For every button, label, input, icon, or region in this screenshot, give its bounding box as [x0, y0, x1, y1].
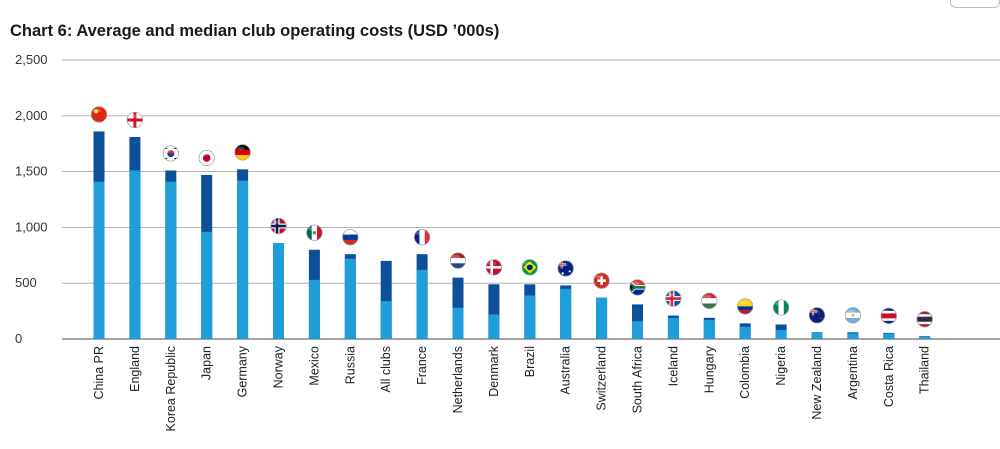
hungary-flag-icon — [701, 292, 718, 309]
x-tick-label: Russia — [343, 346, 357, 384]
x-tick-label: France — [415, 346, 429, 385]
y-tick-label: 2,000 — [15, 108, 48, 123]
bar-median — [452, 307, 464, 339]
bar-median — [129, 170, 141, 339]
x-tick-label: Korea Republic — [164, 346, 178, 431]
bar-median — [201, 231, 213, 339]
bar-median — [380, 301, 392, 339]
bar-median — [273, 243, 284, 339]
x-tick-label: New Zealand — [810, 346, 824, 420]
x-tick-label: England — [128, 346, 142, 392]
bar-median — [847, 333, 859, 339]
x-tick-label: Thailand — [918, 346, 932, 394]
y-tick-label: 1,000 — [15, 219, 48, 234]
bar-median — [344, 258, 356, 339]
bar-median — [883, 333, 895, 339]
y-tick-label: 2,500 — [15, 52, 48, 67]
germany-flag-icon — [234, 144, 251, 161]
x-tick-label: Germany — [236, 345, 250, 397]
x-tick-label: Switzerland — [595, 346, 609, 411]
bar-median — [596, 297, 608, 339]
bar-median — [524, 295, 536, 339]
x-tick-label: Nigeria — [774, 346, 788, 386]
south-africa-flag-icon — [629, 279, 646, 296]
bar-median — [237, 180, 249, 339]
x-tick-label: South Africa — [631, 346, 645, 413]
x-tick-label: Japan — [200, 346, 214, 380]
x-tick-label: Iceland — [666, 346, 680, 386]
new-zealand-flag-icon — [808, 307, 826, 324]
x-tick-label: Norway — [272, 345, 286, 388]
bar-median — [488, 314, 500, 339]
korea-flag-icon — [162, 145, 179, 162]
bar-median — [703, 320, 715, 339]
x-tick-label: Australia — [559, 346, 573, 395]
y-tick-label: 1,500 — [15, 164, 48, 179]
bar-median — [93, 181, 105, 339]
mexico-flag-icon — [306, 224, 323, 241]
thailand-flag-icon — [916, 311, 933, 328]
costa-rica-flag-icon — [880, 307, 897, 324]
x-tick-label: All clubs — [379, 346, 393, 393]
argentina-flag-icon — [844, 307, 861, 324]
x-tick-label: Hungary — [702, 345, 716, 393]
x-tick-label: Netherlands — [451, 346, 465, 413]
china-flag-icon — [90, 106, 108, 123]
bar-median — [667, 317, 679, 339]
australia-flag-icon — [557, 260, 574, 277]
denmark-flag-icon — [485, 259, 502, 276]
bar-average — [380, 260, 392, 339]
bar-median — [165, 181, 177, 339]
chart-title: Chart 6: Average and median club operati… — [10, 22, 500, 40]
iceland-flag-icon — [665, 290, 682, 307]
nigeria-flag-icon — [773, 299, 790, 316]
bar-median — [560, 288, 572, 339]
russia-flag-icon — [342, 229, 359, 246]
england-flag-icon — [126, 111, 143, 129]
bar-median — [775, 330, 787, 339]
bar-median — [416, 269, 428, 339]
norway-flag-icon — [270, 217, 287, 235]
japan-flag-icon — [198, 149, 215, 166]
y-tick-label: 500 — [15, 275, 37, 290]
x-tick-label: Denmark — [487, 345, 501, 396]
x-tick-label: Mexico — [307, 346, 321, 386]
bar-median — [308, 279, 320, 339]
colombia-flag-icon — [737, 298, 754, 315]
brazil-flag-icon — [521, 259, 538, 276]
y-tick-label: 0 — [15, 331, 22, 346]
bar-median — [632, 321, 643, 339]
x-tick-label: Argentina — [846, 346, 860, 400]
bar-median — [919, 336, 931, 339]
x-tick-label: Brazil — [523, 346, 537, 377]
netherlands-flag-icon — [449, 252, 467, 269]
bar-average — [488, 284, 500, 339]
x-tick-label: Costa Rica — [882, 346, 896, 407]
x-tick-label: China PR — [92, 346, 106, 400]
france-flag-icon — [414, 229, 431, 246]
x-tick-label: Colombia — [738, 346, 752, 399]
switzerland-flag-icon — [593, 272, 610, 289]
bar-median — [811, 332, 823, 339]
bar-median — [739, 326, 751, 339]
